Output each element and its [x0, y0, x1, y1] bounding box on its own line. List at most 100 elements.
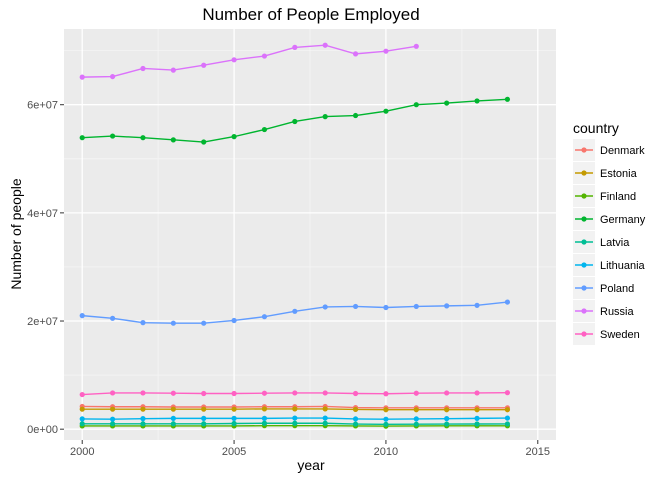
data-point-germany — [140, 135, 145, 140]
data-point-poland — [231, 318, 236, 323]
data-point-latvia — [505, 421, 510, 426]
data-point-latvia — [80, 421, 85, 426]
legend-label-lithuania: Lithuania — [600, 260, 646, 272]
data-point-latvia — [444, 421, 449, 426]
data-point-sweden — [323, 390, 328, 395]
data-point-sweden — [140, 390, 145, 395]
legend-key-point — [581, 170, 586, 175]
data-point-sweden — [414, 391, 419, 396]
legend-label-russia: Russia — [600, 306, 635, 318]
data-point-estonia — [171, 407, 176, 412]
legend-key-point — [581, 193, 586, 198]
data-point-estonia — [262, 406, 267, 411]
data-point-russia — [414, 44, 419, 49]
legend-label-latvia: Latvia — [600, 237, 630, 249]
data-point-latvia — [140, 421, 145, 426]
data-point-latvia — [171, 421, 176, 426]
data-point-estonia — [383, 407, 388, 412]
chart-title: Number of People Employed — [202, 5, 419, 24]
y-tick-label: 4e+07 — [27, 208, 58, 220]
y-axis-label: Number of people — [8, 178, 24, 290]
data-point-poland — [474, 303, 479, 308]
data-point-estonia — [414, 407, 419, 412]
legend-key-point — [581, 285, 586, 290]
x-tick-label: 2010 — [374, 446, 398, 458]
data-point-germany — [262, 127, 267, 132]
data-point-germany — [444, 100, 449, 105]
legend-label-estonia: Estonia — [600, 168, 638, 180]
legend-key-point — [581, 147, 586, 152]
y-tick-label: 2e+07 — [27, 316, 58, 328]
data-point-lithuania — [140, 416, 145, 421]
x-tick-label: 2000 — [70, 446, 94, 458]
data-point-russia — [201, 63, 206, 68]
data-point-sweden — [353, 391, 358, 396]
data-point-poland — [110, 316, 115, 321]
data-point-germany — [292, 119, 297, 124]
data-point-lithuania — [505, 415, 510, 420]
data-point-germany — [323, 114, 328, 119]
data-point-russia — [262, 53, 267, 58]
data-point-poland — [292, 309, 297, 314]
data-point-estonia — [140, 407, 145, 412]
data-point-lithuania — [110, 417, 115, 422]
data-point-sweden — [231, 391, 236, 396]
data-point-lithuania — [444, 416, 449, 421]
data-point-poland — [323, 304, 328, 309]
legend-key-point — [581, 331, 586, 336]
data-point-russia — [140, 66, 145, 71]
data-point-germany — [383, 109, 388, 114]
data-point-lithuania — [262, 416, 267, 421]
data-point-lithuania — [80, 416, 85, 421]
data-point-lithuania — [323, 415, 328, 420]
data-point-poland — [80, 313, 85, 318]
data-point-germany — [505, 97, 510, 102]
data-point-estonia — [292, 406, 297, 411]
data-point-germany — [231, 134, 236, 139]
data-point-estonia — [474, 407, 479, 412]
data-point-latvia — [262, 421, 267, 426]
data-point-poland — [383, 305, 388, 310]
data-point-latvia — [323, 421, 328, 426]
data-point-sweden — [444, 390, 449, 395]
data-point-sweden — [110, 390, 115, 395]
x-tick-label: 2005 — [222, 446, 246, 458]
data-point-latvia — [383, 422, 388, 427]
data-point-latvia — [474, 421, 479, 426]
data-point-sweden — [80, 392, 85, 397]
y-tick-label: 6e+07 — [27, 100, 58, 112]
data-point-estonia — [80, 407, 85, 412]
legend-title: country — [573, 120, 619, 136]
data-point-germany — [414, 102, 419, 107]
data-point-sweden — [505, 390, 510, 395]
data-point-germany — [353, 113, 358, 118]
x-tick-label: 2015 — [526, 446, 550, 458]
data-point-lithuania — [231, 416, 236, 421]
data-point-germany — [474, 98, 479, 103]
data-point-lithuania — [474, 416, 479, 421]
data-point-lithuania — [292, 415, 297, 420]
data-point-lithuania — [201, 416, 206, 421]
data-point-latvia — [110, 421, 115, 426]
data-point-estonia — [231, 407, 236, 412]
data-point-russia — [353, 51, 358, 56]
data-point-lithuania — [383, 417, 388, 422]
legend-key-point — [581, 216, 586, 221]
data-point-poland — [262, 314, 267, 319]
data-point-russia — [171, 68, 176, 73]
data-point-sweden — [383, 391, 388, 396]
legend-label-poland: Poland — [600, 283, 634, 295]
legend-label-denmark: Denmark — [600, 145, 645, 157]
data-point-russia — [80, 75, 85, 80]
data-point-sweden — [474, 390, 479, 395]
data-point-russia — [110, 74, 115, 79]
data-point-estonia — [110, 407, 115, 412]
x-axis-label: year — [297, 457, 325, 473]
data-point-poland — [353, 304, 358, 309]
data-point-poland — [505, 299, 510, 304]
data-point-estonia — [201, 407, 206, 412]
legend-key-point — [581, 262, 586, 267]
data-point-poland — [140, 320, 145, 325]
data-point-lithuania — [171, 416, 176, 421]
